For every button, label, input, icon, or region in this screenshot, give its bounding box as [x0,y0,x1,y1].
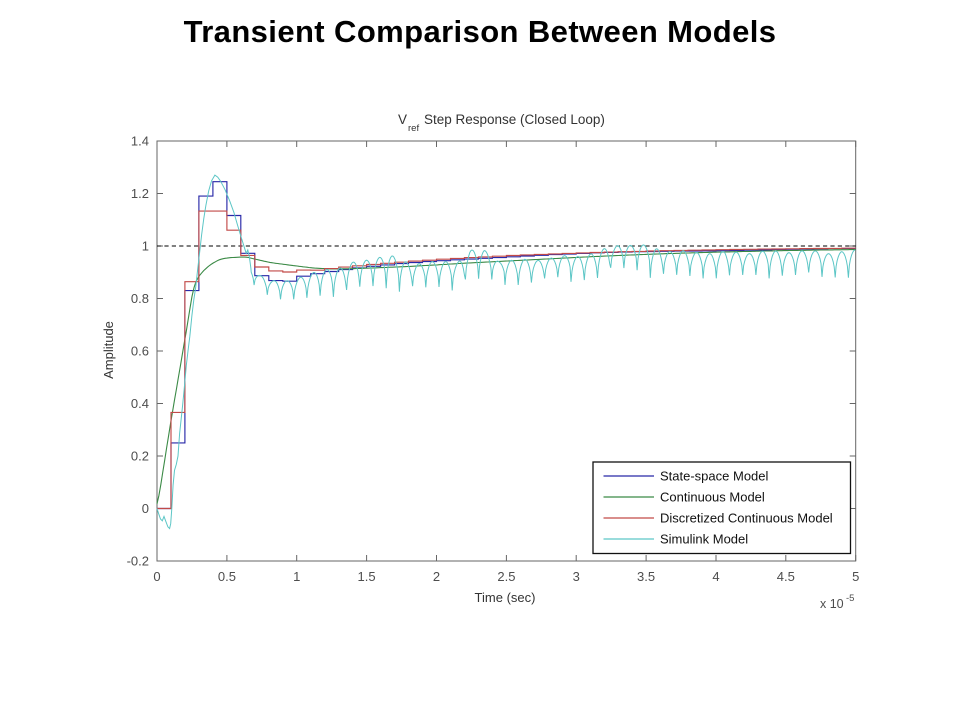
svg-text:0.2: 0.2 [131,449,149,464]
svg-text:State-space Model: State-space Model [660,469,769,484]
svg-text:Amplitude: Amplitude [101,321,116,379]
svg-text:-0.2: -0.2 [127,554,149,569]
svg-text:0.5: 0.5 [218,569,236,584]
svg-text:1.4: 1.4 [131,134,149,149]
svg-text:0: 0 [153,569,160,584]
svg-text:0.6: 0.6 [131,344,149,359]
svg-text:Time (sec): Time (sec) [475,590,536,605]
svg-text:ref: ref [408,123,419,134]
svg-text:1: 1 [293,569,300,584]
svg-text:0: 0 [142,501,149,516]
svg-text:1.5: 1.5 [358,569,376,584]
svg-text:1.2: 1.2 [131,186,149,201]
svg-text:0.4: 0.4 [131,396,149,411]
svg-text:5: 5 [852,569,859,584]
svg-text:Simulink Model: Simulink Model [660,532,748,547]
svg-text:Discretized Continuous Model: Discretized Continuous Model [660,511,833,526]
svg-text:0.8: 0.8 [131,291,149,306]
svg-text:2.5: 2.5 [497,569,515,584]
svg-text:V: V [398,112,407,127]
svg-text:3.5: 3.5 [637,569,655,584]
svg-text:4.5: 4.5 [777,569,795,584]
svg-text:x 10: x 10 [820,597,844,611]
svg-text:Continuous Model: Continuous Model [660,490,765,505]
svg-text:4: 4 [712,569,719,584]
svg-text:3: 3 [573,569,580,584]
svg-text:-5: -5 [846,593,854,604]
svg-text:1: 1 [142,239,149,254]
svg-text:2: 2 [433,569,440,584]
svg-text:Step Response (Closed Loop): Step Response (Closed Loop) [424,112,605,127]
